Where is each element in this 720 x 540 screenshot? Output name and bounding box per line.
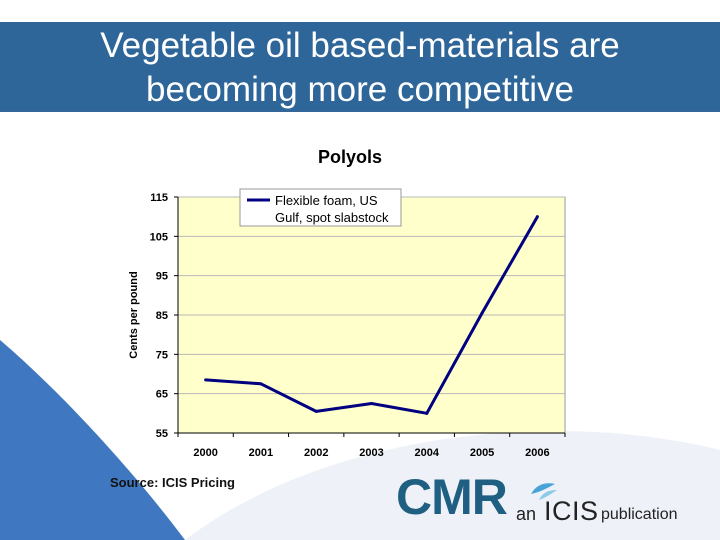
title-band-fill [0,22,720,110]
title-band [0,22,720,112]
data-point [370,402,373,405]
logo-publication-text: publication [601,506,678,523]
data-point [314,409,318,413]
y-tick-label: 85 [156,310,168,322]
x-axis-ticks: 2000 2001 2002 2003 2004 2005 2006 [177,433,566,459]
x-tick-label: 2003 [359,447,383,459]
data-point [204,378,208,382]
legend-box [239,188,402,227]
slide-title-line1: Vegetable oil based-materials are [100,26,620,65]
data-point [480,311,484,315]
legend: Flexible foam, US Gulf, spot slabstock [239,188,402,227]
y-tick-label: 65 [156,389,168,401]
y-tick-label: 105 [150,231,168,243]
swoosh-shape [0,340,185,540]
logo-cmr-text: CMR [396,469,508,525]
chart-title: Polyols [318,147,382,167]
y-axis-ticks: 55 65 75 85 95 105 115 [150,192,178,440]
slide-title: Vegetable oil based-materials are becomi… [0,24,720,112]
legend-label-line1: Flexible foam, US [275,193,378,208]
y-axis-label: Cents per pound [128,271,140,358]
cmr-icis-logo: CMR an ICIS publication [396,469,696,526]
icis-leaf-icon [531,483,557,500]
source-note: Source: ICIS Pricing [110,475,235,490]
x-tick-label: 2004 [415,447,440,459]
x-tick-label: 2005 [470,447,494,459]
swoosh-light [185,430,720,540]
logo-icis-text: ICIS [544,496,599,526]
y-tick-label: 55 [156,428,168,440]
slide-title-line2: becoming more competitive [146,70,574,109]
x-tick-label: 2000 [193,447,217,459]
x-tick-label: 2002 [304,447,328,459]
series-group [204,215,539,415]
y-tick-label: 115 [150,192,168,204]
logo-an-text: an [516,504,537,524]
y-tick-label: 75 [156,349,168,361]
y-tick-label: 95 [156,271,168,283]
legend-label-line2: Gulf, spot slabstock [275,210,389,225]
x-tick-label: 2001 [249,447,273,459]
data-point [425,411,429,415]
data-point [259,382,263,386]
x-tick-label: 2006 [525,447,549,459]
data-point [535,215,539,219]
